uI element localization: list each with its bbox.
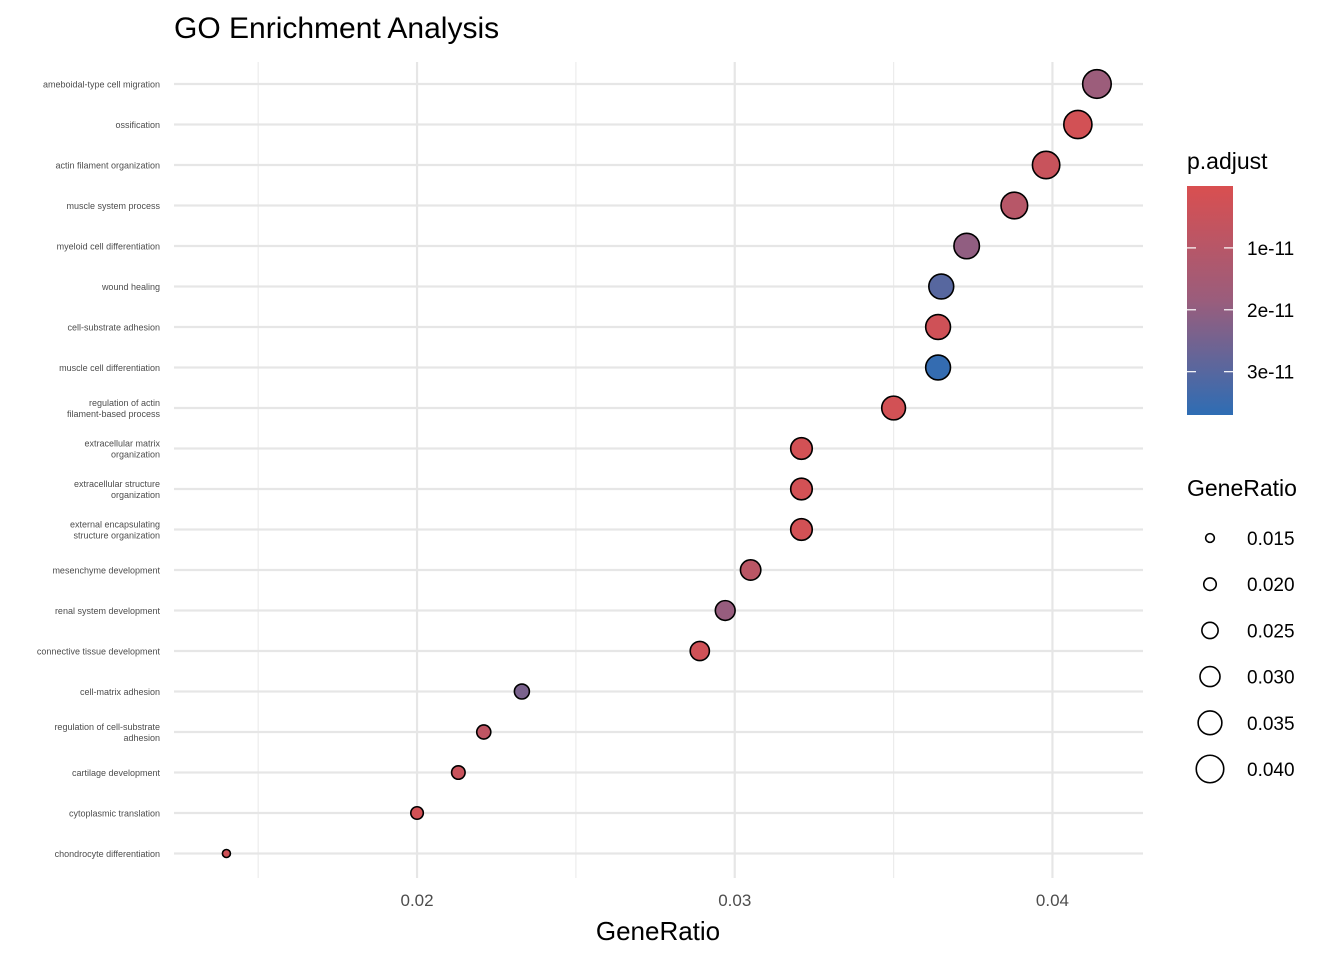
y-tick-label: cytoplasmic translation <box>69 809 160 819</box>
data-point <box>1000 191 1029 220</box>
size-legend-key <box>1199 665 1221 688</box>
size-legend: GeneRatio 0.015 0.020 0.025 0.030 0.035 0.040 <box>1187 475 1297 784</box>
data-point <box>924 354 952 381</box>
y-tick-label: ameboidal-type cell migration <box>43 80 160 90</box>
x-tick-label: 0.02 <box>400 891 433 910</box>
size-legend-key <box>1202 577 1218 592</box>
y-tick-label: connective tissue development <box>37 647 161 657</box>
chart-title: GO Enrichment Analysis <box>174 12 499 45</box>
color-bar <box>1187 186 1233 415</box>
y-tick-label: mesenchyme development <box>52 566 160 576</box>
data-point <box>475 724 492 740</box>
size-legend-label: 0.040 <box>1247 760 1295 781</box>
y-tick-labels: ameboidal-type cell migration ossificatio… <box>37 80 161 860</box>
size-legend-title: GeneRatio <box>1187 475 1297 501</box>
data-point <box>513 683 531 700</box>
y-tick-label: cell-substrate adhesion <box>67 323 160 333</box>
size-legend-label: 0.025 <box>1247 621 1295 642</box>
y-tick-label: chondrocyte differentiation <box>55 849 160 859</box>
data-points <box>221 68 1113 859</box>
y-tick-label: external encapsulating structure organiza… <box>70 520 160 541</box>
y-tick-label: muscle cell differentiation <box>59 363 160 373</box>
color-bar-tick-label: 1e-11 <box>1247 239 1294 260</box>
data-point <box>450 764 466 781</box>
color-bar-tick-label: 2e-11 <box>1247 301 1294 322</box>
y-tick-label: regulation of actin filament-based proces… <box>67 398 161 419</box>
data-point <box>1031 150 1061 180</box>
size-legend-label: 0.035 <box>1247 714 1295 735</box>
size-legend-key <box>1201 621 1219 640</box>
x-axis-title: GeneRatio <box>596 916 720 946</box>
y-tick-label: extracellular matrix organization <box>84 439 160 460</box>
y-tick-label: extracellular structure organization <box>74 479 160 500</box>
y-tick-label: actin filament organization <box>55 161 160 171</box>
data-point <box>409 805 425 821</box>
data-point <box>789 436 814 461</box>
size-legend-label: 0.015 <box>1247 529 1295 550</box>
data-point <box>221 848 232 859</box>
y-tick-label: renal system development <box>55 606 161 616</box>
size-legend-key <box>1197 710 1223 736</box>
data-point <box>739 559 762 581</box>
y-tick-label: regulation of cell-substrate adhesion <box>54 722 160 743</box>
y-tick-label: cartilage development <box>72 768 161 778</box>
y-tick-label: wound healing <box>101 282 160 292</box>
x-tick-label: 0.03 <box>718 891 751 910</box>
x-tick-labels: 0.02 0.03 0.04 <box>400 891 1069 910</box>
size-legend-label: 0.020 <box>1247 575 1295 596</box>
size-legend-key <box>1195 754 1225 784</box>
data-point <box>953 232 981 260</box>
data-point <box>924 313 952 341</box>
data-point <box>880 395 907 421</box>
y-tick-label: cell-matrix adhesion <box>80 687 160 697</box>
y-tick-label: muscle system process <box>66 201 160 211</box>
size-legend-key <box>1204 532 1216 544</box>
y-tick-label: myeloid cell differentiation <box>57 242 160 252</box>
data-point <box>789 477 814 501</box>
data-point <box>714 599 736 622</box>
color-legend: p.adjust 1e-11 2e-11 3e-11 <box>1187 148 1294 415</box>
data-point <box>1081 68 1113 100</box>
color-legend-title: p.adjust <box>1187 148 1268 174</box>
x-tick-label: 0.04 <box>1036 891 1069 910</box>
data-point <box>1063 109 1093 140</box>
data-point <box>689 640 711 662</box>
data-point <box>928 273 955 300</box>
size-legend-label: 0.030 <box>1247 668 1295 689</box>
data-point <box>789 517 814 542</box>
grid-lines <box>174 62 1143 878</box>
color-bar-tick-label: 3e-11 <box>1247 363 1294 384</box>
y-tick-label: ossification <box>115 120 160 130</box>
